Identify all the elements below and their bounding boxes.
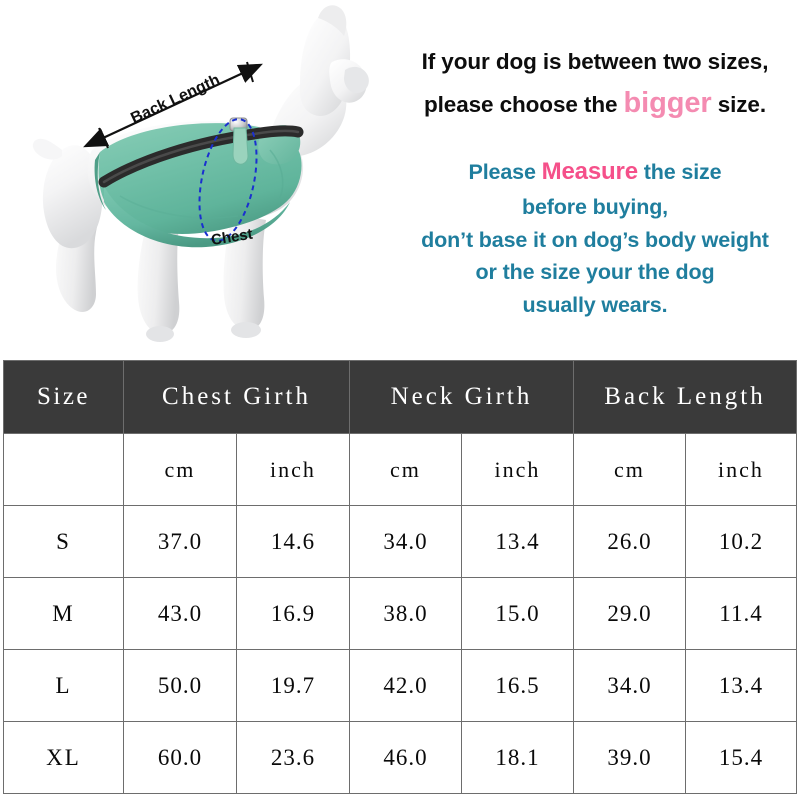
cell-neck-inch: 13.4 xyxy=(461,505,574,578)
cell-chest-inch: 23.6 xyxy=(236,721,350,794)
cell-chest-inch: 19.7 xyxy=(236,649,350,722)
cell-back-inch: 11.4 xyxy=(685,577,797,650)
dog-mannequin-illustration: Chest Back Length xyxy=(32,5,369,342)
vest-texture-line-1 xyxy=(119,195,239,219)
notice-highlight-bigger: bigger xyxy=(623,87,712,120)
cell-size: M xyxy=(3,577,124,650)
cell-chest-cm: 37.0 xyxy=(123,505,237,578)
mannequin-paw-far xyxy=(146,326,174,342)
cell-chest-inch: 16.9 xyxy=(236,577,350,650)
notice-b-line-2: before buying, xyxy=(521,194,669,219)
notice-b-line-1: Please Measure the size xyxy=(390,154,800,190)
vest-body xyxy=(98,123,302,234)
header-chest-girth: Chest Girth xyxy=(123,360,350,434)
cell-neck-cm: 46.0 xyxy=(349,721,462,794)
mannequin-front-leg-near xyxy=(223,214,266,330)
notice-block-measure: Please Measure the size before buying, d… xyxy=(390,154,800,321)
unit-chest-inch: inch xyxy=(236,433,350,506)
notice-a-line-2: please choose the bigger size. xyxy=(390,80,800,127)
mannequin-paw-near xyxy=(231,322,261,338)
notice-b-line-5: usually wears. xyxy=(522,292,668,317)
table-row: M 43.0 16.9 38.0 15.0 29.0 11.4 xyxy=(3,577,797,650)
vest-texture-line-2 xyxy=(269,149,284,199)
cell-neck-cm: 38.0 xyxy=(349,577,462,650)
table-unit-row: cm inch cm inch cm inch xyxy=(3,433,797,506)
unit-size-blank xyxy=(3,433,124,506)
back-length-tick-start xyxy=(98,127,109,149)
mannequin-tail xyxy=(32,138,62,160)
notice-highlight-measure: Measure xyxy=(541,158,638,186)
notice-a-line-1: If your dog is between two sizes, xyxy=(421,49,769,74)
size-chart-table: Size Chest Girth Neck Girth Back Length … xyxy=(3,360,797,794)
cell-neck-inch: 18.1 xyxy=(461,721,574,794)
table-row: S 37.0 14.6 34.0 13.4 26.0 10.2 xyxy=(3,505,797,578)
table-header-row: Size Chest Girth Neck Girth Back Length xyxy=(3,360,797,434)
cell-size: L xyxy=(3,649,124,722)
header-size: Size xyxy=(3,360,124,434)
vest-hem xyxy=(104,186,290,248)
cell-back-cm: 34.0 xyxy=(573,649,686,722)
cell-back-cm: 26.0 xyxy=(573,505,686,578)
cell-neck-inch: 16.5 xyxy=(461,649,574,722)
table-body: cm inch cm inch cm inch S 37.0 14.6 34.0… xyxy=(3,433,797,794)
cell-back-inch: 15.4 xyxy=(685,721,797,794)
product-photo: Chest Back Length xyxy=(0,0,400,352)
cell-neck-cm: 34.0 xyxy=(349,505,462,578)
cell-back-cm: 29.0 xyxy=(573,577,686,650)
cell-size: XL xyxy=(3,721,124,794)
chest-measure-ellipse xyxy=(198,118,258,242)
cell-size: S xyxy=(3,505,124,578)
zipper-pull-tab xyxy=(232,127,249,165)
unit-back-cm: cm xyxy=(573,433,686,506)
back-length-label: Back Length xyxy=(128,71,222,127)
size-chart-section: Size Chest Girth Neck Girth Back Length … xyxy=(3,360,797,794)
cell-chest-cm: 43.0 xyxy=(123,577,237,650)
table-row: XL 60.0 23.6 46.0 18.1 39.0 15.4 xyxy=(3,721,797,794)
notice-text-panel: If your dog is between two sizes, please… xyxy=(390,44,800,322)
cell-chest-cm: 50.0 xyxy=(123,649,237,722)
table-row: L 50.0 19.7 42.0 16.5 34.0 13.4 xyxy=(3,649,797,722)
cell-neck-inch: 15.0 xyxy=(461,577,574,650)
cell-back-inch: 13.4 xyxy=(685,649,797,722)
cell-chest-cm: 60.0 xyxy=(123,721,237,794)
mannequin-ear-right xyxy=(344,66,369,94)
notice-b-line-4: or the size your the dog xyxy=(475,260,715,285)
notice-b-line-1-post: the size xyxy=(637,160,722,185)
header-neck-girth: Neck Girth xyxy=(349,360,574,434)
mannequin-hind-thigh xyxy=(42,145,103,249)
cell-back-cm: 39.0 xyxy=(573,721,686,794)
notice-block-sizes: If your dog is between two sizes, please… xyxy=(390,44,800,127)
header-back-length: Back Length xyxy=(573,360,797,434)
notice-b-line-3: don’t base it on dog’s body weight xyxy=(421,227,769,252)
cell-chest-inch: 14.6 xyxy=(236,505,350,578)
table-header: Size Chest Girth Neck Girth Back Length xyxy=(3,360,797,434)
notice-a-line-2-post: size. xyxy=(711,92,766,118)
top-section: Chest Back Length If your dog is between… xyxy=(0,0,800,352)
chest-label: Chest xyxy=(210,226,254,249)
notice-a-line-2-pre: please choose the xyxy=(424,92,624,118)
cell-back-inch: 10.2 xyxy=(685,505,797,578)
unit-chest-cm: cm xyxy=(123,433,237,506)
cell-neck-cm: 42.0 xyxy=(349,649,462,722)
notice-b-line-1-pre: Please xyxy=(468,160,542,185)
vest-rear-edge xyxy=(94,152,106,210)
back-length-arrow xyxy=(83,63,263,148)
unit-back-inch: inch xyxy=(685,433,797,506)
unit-neck-inch: inch xyxy=(461,433,574,506)
mannequin-ear-left xyxy=(318,5,347,37)
unit-neck-cm: cm xyxy=(349,433,462,506)
back-length-tick-end xyxy=(246,61,254,83)
